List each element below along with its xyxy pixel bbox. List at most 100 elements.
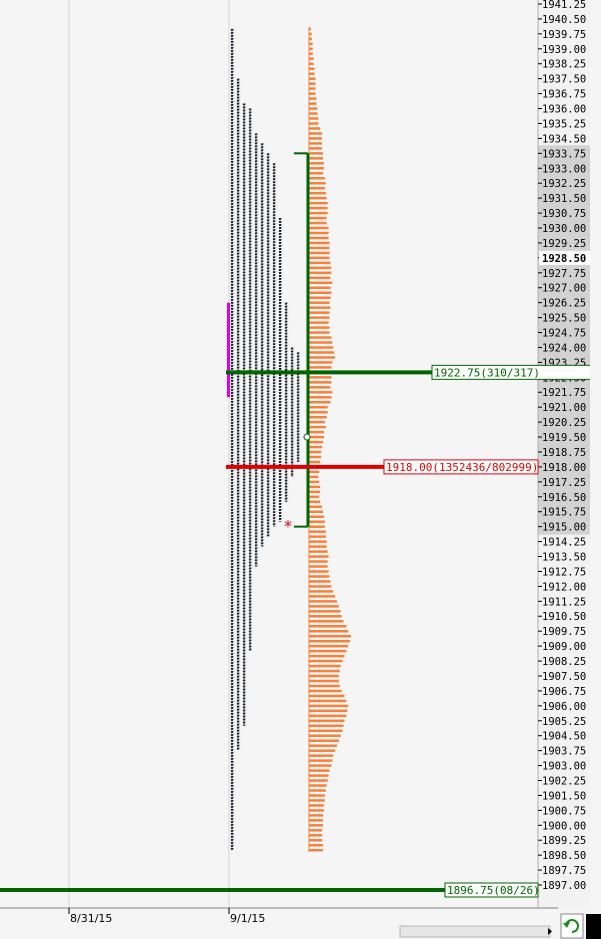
price-tick-label: 1906.00 bbox=[542, 701, 586, 713]
volume-bar bbox=[309, 87, 316, 90]
volume-bar bbox=[309, 351, 335, 354]
price-tick-label: 1913.50 bbox=[542, 552, 586, 564]
volume-bar bbox=[309, 644, 349, 648]
volume-bar bbox=[309, 769, 330, 772]
initial-balance-bar bbox=[227, 302, 230, 398]
volume-bar bbox=[309, 789, 326, 792]
volume-bar bbox=[309, 440, 323, 444]
level-label-box bbox=[444, 882, 539, 898]
volume-bar bbox=[309, 122, 319, 125]
price-tick-label: 1915.75 bbox=[542, 507, 586, 519]
price-tick-label: 1899.25 bbox=[542, 835, 586, 847]
volume-bar bbox=[309, 72, 315, 75]
date-label-8-31: 8/31/15 bbox=[70, 912, 112, 925]
black-corner-button[interactable] bbox=[586, 914, 601, 939]
refresh-button[interactable] bbox=[560, 913, 584, 939]
volume-bar bbox=[309, 226, 329, 230]
volume-bar bbox=[309, 356, 336, 359]
volume-bar bbox=[309, 694, 345, 698]
volume-bar bbox=[309, 127, 321, 130]
volume-bar bbox=[309, 361, 333, 364]
volume-bar bbox=[309, 386, 331, 389]
volume-bar bbox=[309, 137, 323, 140]
volume-bar bbox=[309, 679, 339, 683]
volume-bar bbox=[309, 480, 320, 484]
price-tick-label: 1912.00 bbox=[542, 581, 586, 593]
volume-bar bbox=[309, 321, 329, 324]
price-tick-label: 1914.25 bbox=[542, 537, 586, 549]
volume-bar bbox=[309, 425, 326, 429]
price-tick-label: 1939.00 bbox=[542, 44, 586, 56]
volume-bar bbox=[309, 754, 334, 757]
volume-bar bbox=[309, 550, 328, 553]
volume-bar bbox=[309, 405, 328, 409]
volume-bar bbox=[309, 570, 329, 573]
volume-bar bbox=[309, 291, 332, 294]
price-tick-label: 1936.75 bbox=[542, 89, 586, 101]
current-price-label: 1928.50 bbox=[542, 253, 586, 265]
volume-bar bbox=[309, 366, 332, 369]
volume-bar bbox=[309, 664, 341, 668]
volume-bar bbox=[309, 415, 327, 419]
horizontal-scrollbar[interactable] bbox=[399, 925, 551, 938]
volume-bar bbox=[309, 27, 311, 31]
volume-bar bbox=[309, 709, 348, 713]
price-tick-label: 1939.75 bbox=[542, 29, 586, 41]
volume-bar bbox=[309, 256, 330, 260]
price-tick-label: 1921.75 bbox=[542, 387, 586, 399]
price-tick-label: 1927.00 bbox=[542, 283, 586, 295]
volume-bar bbox=[309, 799, 325, 802]
volume-bar bbox=[309, 804, 324, 807]
volume-bar bbox=[309, 52, 313, 56]
price-tick-label: 1909.75 bbox=[542, 626, 586, 638]
price-tick-label: 1897.75 bbox=[542, 865, 586, 877]
level-label: 1918.00(1352436/802999) bbox=[386, 461, 538, 474]
volume-bar bbox=[309, 629, 349, 633]
price-tick-label: 1918.75 bbox=[542, 447, 586, 459]
volume-bar bbox=[309, 530, 326, 533]
price-tick-label: 1900.75 bbox=[542, 805, 586, 817]
volume-bar bbox=[309, 624, 347, 628]
volume-bar bbox=[309, 216, 327, 220]
volume-bar bbox=[309, 311, 330, 314]
volume-bar bbox=[309, 236, 329, 240]
volume-bar bbox=[309, 117, 319, 120]
volume-bar bbox=[309, 545, 327, 548]
volume-bar bbox=[309, 62, 314, 66]
volume-bar bbox=[309, 336, 332, 339]
scroll-right-arrow-icon[interactable] bbox=[548, 928, 552, 935]
volume-bar bbox=[309, 510, 323, 514]
volume-bar bbox=[309, 724, 344, 728]
price-tick-label: 1920.25 bbox=[542, 417, 586, 429]
volume-bar bbox=[309, 605, 339, 608]
volume-bar bbox=[309, 316, 330, 319]
volume-bar bbox=[309, 57, 314, 61]
volume-bar bbox=[309, 615, 342, 618]
volume-bar bbox=[309, 196, 327, 200]
volume-bar bbox=[309, 450, 322, 454]
right-gutter bbox=[590, 0, 601, 908]
volume-bar bbox=[309, 848, 323, 852]
price-axis-shaded-range bbox=[538, 145, 590, 535]
price-tick-label: 1907.50 bbox=[542, 671, 586, 683]
volume-bar bbox=[309, 430, 324, 434]
volume-bar bbox=[309, 401, 331, 404]
volume-bar bbox=[309, 37, 312, 41]
volume-bar bbox=[309, 515, 324, 518]
volume-bar bbox=[309, 67, 315, 71]
volume-bar bbox=[309, 296, 331, 299]
volume-bar bbox=[309, 47, 313, 51]
price-tick-label: 1911.25 bbox=[542, 596, 586, 608]
volume-bar bbox=[309, 271, 332, 275]
volume-bar bbox=[309, 381, 332, 384]
volume-bar bbox=[309, 391, 333, 394]
refresh-icon bbox=[563, 919, 579, 933]
volume-bar bbox=[309, 326, 330, 329]
volume-bar bbox=[309, 485, 321, 489]
volume-bar bbox=[309, 739, 339, 742]
volume-bar bbox=[309, 834, 323, 837]
volume-bar bbox=[309, 460, 321, 464]
volume-bar bbox=[309, 77, 316, 80]
volume-bar bbox=[309, 241, 330, 245]
